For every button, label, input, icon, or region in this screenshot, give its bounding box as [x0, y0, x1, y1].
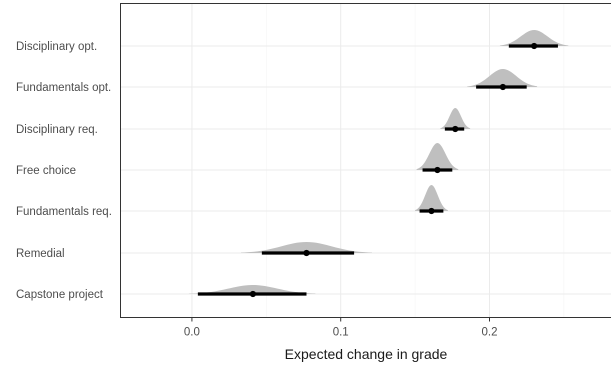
category-label: Remedial — [16, 248, 65, 260]
density-4 — [415, 185, 448, 211]
x-axis-title: Expected change in grade — [285, 346, 448, 362]
density-2 — [440, 108, 471, 129]
x-tick-label: 0.0 — [184, 327, 200, 339]
point-estimate-1 — [499, 83, 506, 91]
category-labels: Disciplinary opt. Fundamentals opt. Discip… — [16, 41, 112, 301]
grid — [120, 3, 611, 318]
point-estimate-2 — [452, 125, 459, 133]
panel-border — [120, 3, 611, 318]
category-label: Disciplinary req. — [16, 124, 98, 136]
category-label: Capstone project — [16, 289, 104, 301]
category-label: Disciplinary opt. — [16, 41, 97, 53]
point-estimate-4 — [428, 207, 435, 215]
density-0 — [499, 30, 569, 46]
category-label: Free choice — [16, 165, 76, 177]
point-estimate-3 — [434, 166, 441, 174]
density-5 — [241, 242, 372, 253]
point-estimate-6 — [249, 290, 257, 298]
density-1 — [467, 69, 538, 87]
density-layer — [188, 30, 569, 294]
x-tick-label: 0.2 — [481, 327, 497, 339]
x-tick-label: 0.1 — [333, 327, 349, 339]
category-label: Fundamentals req. — [16, 206, 112, 218]
interval-layer — [197, 42, 558, 298]
density-6 — [188, 285, 316, 294]
point-estimate-5 — [303, 249, 310, 257]
category-label: Fundamentals opt. — [16, 82, 111, 94]
point-estimate-0 — [531, 42, 538, 50]
x-axis-ticks: 0.0 0.1 0.2 — [184, 317, 497, 339]
density-3 — [416, 143, 459, 170]
